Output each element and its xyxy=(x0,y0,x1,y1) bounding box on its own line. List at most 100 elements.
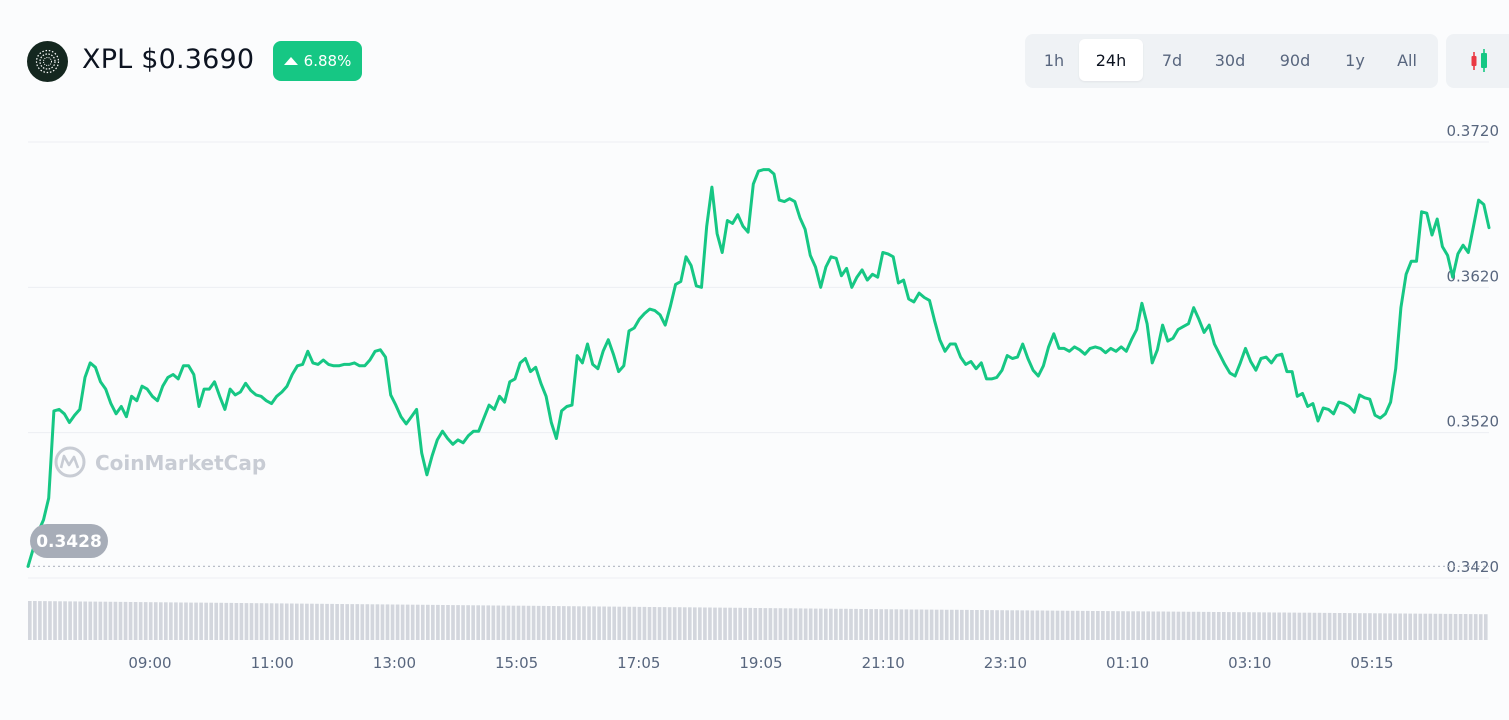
candlestick-icon xyxy=(1471,49,1487,72)
volume-bar xyxy=(939,609,944,640)
volume-bar xyxy=(526,605,531,640)
volume-bar xyxy=(501,605,506,640)
volume-bar xyxy=(375,604,380,640)
volume-bar xyxy=(380,604,385,640)
y-tick-label: 0.3720 xyxy=(1447,122,1500,140)
volume-bar xyxy=(259,603,264,640)
volume-bar xyxy=(224,602,229,640)
volume-bar xyxy=(808,608,813,640)
volume-bar xyxy=(768,608,773,640)
volume-bar xyxy=(204,602,208,640)
volume-bar xyxy=(803,608,808,640)
range-1h-button[interactable]: 1h xyxy=(1043,50,1065,70)
volume-bar xyxy=(602,606,606,640)
volume-bar xyxy=(1025,610,1030,640)
volume-bar xyxy=(1106,611,1110,640)
price-change-value: 6.88% xyxy=(303,52,352,70)
volume-bar xyxy=(1191,611,1196,640)
volume-bar xyxy=(1116,611,1120,640)
volume-bar xyxy=(753,608,758,640)
volume-bar xyxy=(773,608,778,640)
volume-bar xyxy=(239,603,244,640)
volume-bar xyxy=(960,609,964,640)
range-30d-button[interactable]: 30d xyxy=(1214,50,1246,70)
volume-bar xyxy=(345,604,350,640)
volume-bar xyxy=(98,601,103,640)
volume-bar xyxy=(1307,612,1312,640)
volume-bar xyxy=(1101,611,1105,640)
volume-bar xyxy=(914,609,919,640)
range-1y-button[interactable]: 1y xyxy=(1345,50,1365,70)
volume-bar xyxy=(410,604,415,640)
range-7d-button[interactable]: 7d xyxy=(1161,50,1183,70)
volume-bar xyxy=(234,603,239,640)
volume-bar xyxy=(143,602,148,640)
volume-bar xyxy=(536,605,541,640)
volume-bar xyxy=(582,606,586,640)
volume-bar xyxy=(889,609,894,640)
volume-bar xyxy=(461,605,465,640)
volume-bar xyxy=(839,608,843,640)
volume-bar xyxy=(718,607,722,640)
volume-bar xyxy=(1171,611,1176,640)
volume-bar xyxy=(1478,614,1483,640)
volume-bar xyxy=(335,604,339,640)
volume-bar xyxy=(289,603,294,640)
volume-bar xyxy=(1227,612,1231,640)
volume-bar xyxy=(934,609,939,640)
volume-bar xyxy=(965,609,969,640)
x-tick-label: 19:05 xyxy=(739,654,782,672)
volume-bar xyxy=(698,607,702,640)
volume-bar xyxy=(1050,610,1055,640)
volume-bar xyxy=(627,606,632,640)
volume-bar xyxy=(431,604,435,640)
volume-bar xyxy=(88,601,93,640)
volume-bar xyxy=(919,609,924,640)
volume-bar xyxy=(874,609,878,640)
volume-bar xyxy=(108,601,113,640)
price-change-badge: 6.88% xyxy=(273,41,362,81)
volume-bar xyxy=(244,603,249,640)
range-90d-button[interactable]: 90d xyxy=(1279,50,1311,70)
volume-bar xyxy=(1433,613,1438,640)
volume-bar xyxy=(58,601,62,640)
volume-bar xyxy=(400,604,405,640)
volume-bar xyxy=(138,602,143,640)
x-tick-label: 03:10 xyxy=(1228,654,1271,672)
volume-bar xyxy=(300,603,304,640)
volume-bar xyxy=(864,609,868,640)
volume-bar xyxy=(476,605,481,640)
volume-bar xyxy=(405,604,410,640)
volume-bar xyxy=(320,603,324,640)
volume-bar xyxy=(1146,611,1151,640)
volume-bar xyxy=(652,607,657,640)
volume-bar xyxy=(577,606,581,640)
volume-bar xyxy=(1408,613,1413,640)
volume-bar xyxy=(179,602,183,640)
volume-bar xyxy=(1413,613,1418,640)
volume-bar xyxy=(83,601,88,640)
volume-bar xyxy=(642,606,647,640)
volume-bar xyxy=(949,609,954,640)
volume-bar xyxy=(370,604,375,640)
volume-bar xyxy=(1418,613,1423,640)
volume-bar xyxy=(446,605,450,640)
volume-bar xyxy=(970,610,974,640)
volume-bars xyxy=(28,601,1488,640)
range-all-button[interactable]: All xyxy=(1397,50,1417,70)
volume-bar xyxy=(1181,611,1186,640)
watermark: CoinMarketCap xyxy=(54,446,266,478)
volume-bar xyxy=(1322,612,1327,640)
volume-bar xyxy=(1085,610,1090,640)
volume-bar xyxy=(521,605,526,640)
range-24h-button[interactable]: 24h xyxy=(1079,39,1143,81)
volume-bar xyxy=(1363,613,1367,640)
x-axis: 09:00 11:00 13:00 15:05 17:05 19:05 21:10 23:10… xyxy=(128,654,1393,672)
volume-bar xyxy=(360,604,365,640)
volume-bar xyxy=(985,610,989,640)
volume-bar xyxy=(743,607,748,640)
volume-bar xyxy=(813,608,818,640)
volume-bar xyxy=(118,601,123,640)
volume-bar xyxy=(1156,611,1161,640)
candlestick-toggle-button[interactable] xyxy=(1446,34,1509,88)
